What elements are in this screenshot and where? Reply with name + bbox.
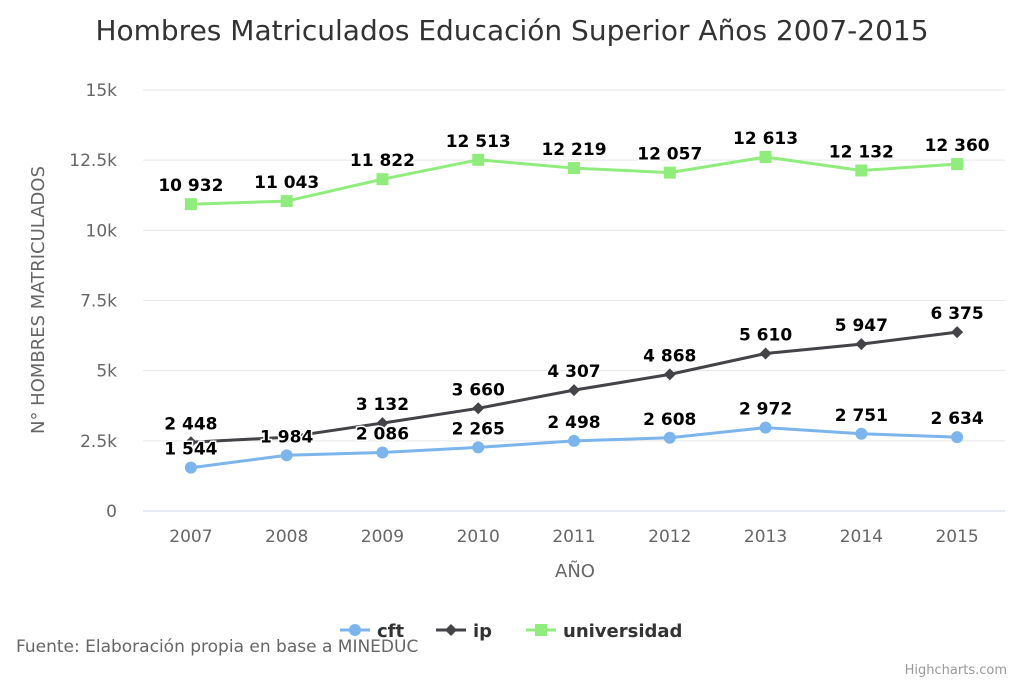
data-label-ip: 4 307 [547, 362, 600, 382]
legend-item-ip[interactable]: ip [436, 621, 492, 642]
point-cft[interactable] [376, 446, 389, 459]
y-tick-label: 0 [106, 502, 117, 522]
data-label-universidad: 12 360 [925, 136, 990, 156]
data-label-ip: 5 610 [739, 326, 792, 346]
point-cft[interactable] [472, 441, 485, 454]
point-universidad[interactable] [472, 153, 485, 166]
point-universidad[interactable] [280, 195, 293, 208]
data-label-cft: 2 265 [452, 419, 505, 439]
data-label-universidad: 12 219 [541, 140, 606, 160]
point-universidad[interactable] [184, 198, 197, 211]
point-ip[interactable] [568, 384, 580, 397]
y-tick-label: 12.5k [69, 151, 117, 171]
data-label-universidad: 12 613 [733, 129, 798, 149]
point-cft[interactable] [855, 427, 868, 440]
data-label-cft: 2 086 [356, 424, 409, 444]
x-tick-label: 2012 [648, 527, 691, 547]
x-tick-label: 2007 [169, 527, 212, 547]
point-cft[interactable] [759, 421, 772, 434]
x-axis-title: AÑO [555, 560, 595, 582]
data-label-universidad: 12 132 [829, 142, 894, 162]
data-label-ip: 3 660 [452, 380, 505, 400]
x-tick-label: 2008 [265, 527, 308, 547]
y-tick-label: 5k [96, 362, 117, 382]
data-label-cft: 2 498 [547, 413, 600, 433]
x-axis-ticks: 2007 2008 2009 2010 2011 2012 2013 2014 2015 [169, 527, 978, 547]
data-label-ip: 4 868 [643, 346, 696, 366]
y-tick-label: 15k [86, 81, 118, 101]
point-universidad[interactable] [855, 164, 868, 177]
point-ip[interactable] [663, 368, 676, 381]
legend-item-universidad[interactable]: universidad [526, 621, 682, 642]
data-label-universidad: 11 043 [254, 173, 319, 193]
data-label-ip: 2 448 [164, 414, 217, 434]
data-label-cft: 2 608 [643, 410, 696, 430]
series-markers [184, 150, 964, 474]
point-universidad[interactable] [663, 166, 676, 179]
x-tick-label: 2013 [744, 527, 787, 547]
point-cft[interactable] [951, 431, 964, 444]
legend-symbol-ip[interactable] [445, 624, 457, 636]
legend-symbol-cft[interactable] [349, 624, 361, 636]
data-label-universidad: 10 932 [158, 176, 223, 196]
legend-item-cft[interactable]: cft [340, 621, 405, 642]
point-cft[interactable] [663, 431, 676, 444]
point-cft[interactable] [184, 461, 197, 474]
legend-label-ip: ip [473, 621, 492, 642]
legend-label-universidad: universidad [563, 621, 682, 642]
legend-label-cft: cft [377, 621, 405, 642]
data-label-cft: 1 544 [164, 440, 217, 460]
source-note: Fuente: Elaboración propia en base a MIN… [16, 637, 418, 657]
point-universidad[interactable] [951, 158, 964, 171]
point-cft[interactable] [568, 434, 580, 447]
point-ip[interactable] [951, 326, 964, 339]
x-tick-label: 2014 [840, 527, 883, 547]
point-ip[interactable] [280, 431, 293, 444]
data-label-cft: 2 972 [739, 400, 792, 420]
point-ip[interactable] [184, 436, 197, 449]
legend-symbol-universidad[interactable] [535, 624, 547, 636]
point-ip[interactable] [855, 338, 868, 351]
y-axis-title: N° HOMBRES MATRICULADOS [28, 166, 49, 434]
data-label-cft: 2 751 [835, 406, 888, 426]
x-tick-label: 2015 [935, 527, 978, 547]
x-tick-label: 2009 [361, 527, 404, 547]
point-ip[interactable] [472, 402, 485, 415]
y-axis-ticks: 0 2.5k 5k 7.5k 10k 12.5k 15k [69, 81, 117, 522]
y-tick-label: 10k [86, 221, 118, 241]
x-tick-label: 2010 [457, 527, 500, 547]
point-universidad[interactable] [376, 173, 389, 186]
data-labels: 1 544 1 984 2 086 2 265 2 498 2 608 2 972 2 751… [157, 127, 991, 461]
data-label-universidad: 11 822 [350, 151, 415, 171]
y-tick-label: 2.5k [80, 432, 117, 452]
point-cft[interactable] [280, 449, 293, 462]
data-label-cft: 2 634 [930, 409, 983, 429]
point-ip[interactable] [759, 347, 772, 360]
point-universidad[interactable] [568, 162, 580, 175]
chart-title: Hombres Matriculados Educación Superior … [95, 14, 928, 47]
data-label-ip: 6 375 [930, 304, 983, 324]
data-label-cft: 1 984 [260, 427, 313, 447]
data-label-universidad: 12 057 [637, 145, 702, 165]
legend[interactable]: cft ip universidad [340, 621, 682, 642]
data-label-ip: 5 947 [835, 316, 888, 336]
credits-link[interactable]: Highcharts.com [905, 663, 1007, 678]
x-tick-label: 2011 [552, 527, 595, 547]
y-tick-label: 7.5k [80, 292, 117, 312]
point-ip[interactable] [376, 417, 389, 430]
data-label-ip: 3 132 [356, 395, 409, 415]
point-universidad[interactable] [759, 150, 772, 163]
data-label-universidad: 12 513 [446, 132, 511, 152]
